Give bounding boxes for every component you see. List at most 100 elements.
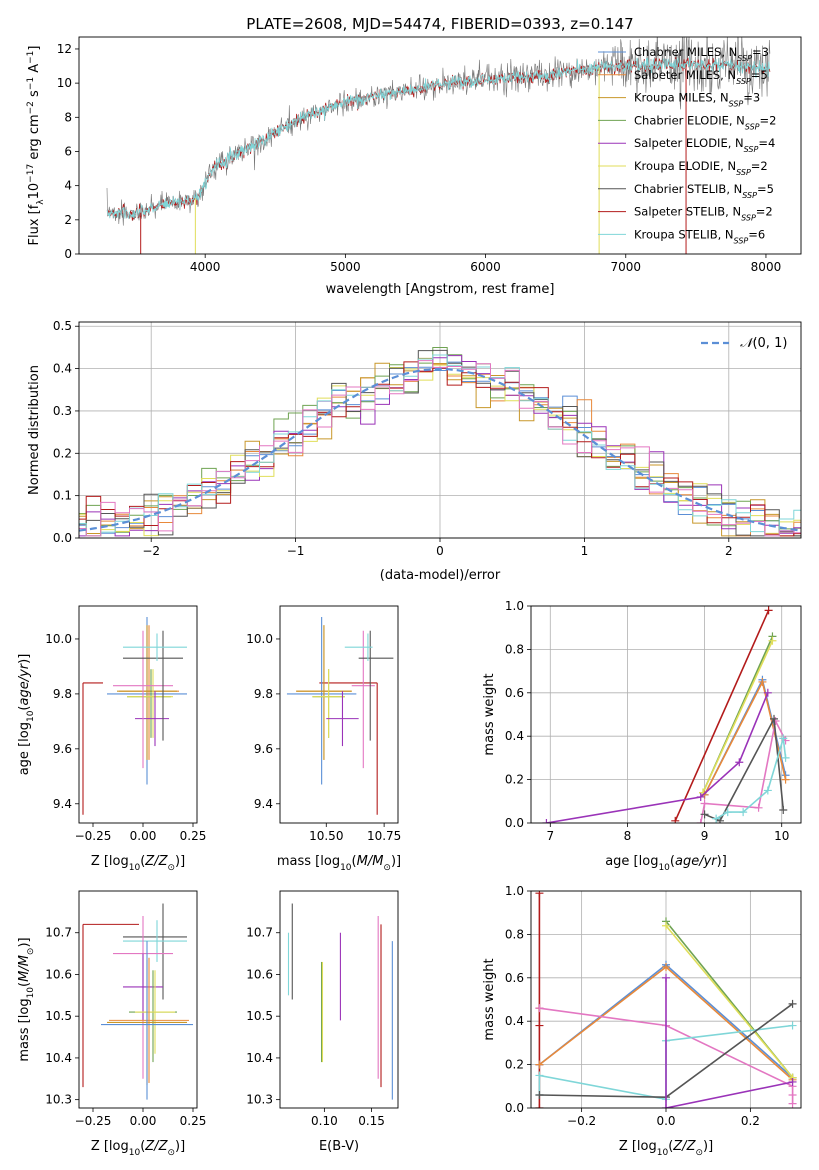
- spectrum-plot-area: [106, 37, 771, 254]
- legend-entry-salpeter_elodie: Salpeter ELODIE, NSSP=4: [634, 136, 775, 154]
- weight-line: [674, 609, 770, 822]
- errorbar-kroupa_miles: [296, 625, 352, 760]
- x-tick-label: 8000: [751, 260, 782, 274]
- weight-marker: [535, 1060, 544, 1069]
- errorbar-salpeter_miles: [119, 625, 179, 760]
- y-tick-label: 9.4: [53, 797, 72, 811]
- age_vs_Z-frame: [78, 605, 198, 824]
- errorbar-salpeter_stelib: [319, 682, 378, 815]
- x-tick-label: 4000: [190, 260, 221, 274]
- errorbar-kroupa_elodie: [135, 970, 175, 1054]
- y-tick-label: 0.4: [505, 1014, 524, 1028]
- weight-marker: [763, 688, 772, 697]
- mass_vs_Z-plot-area: [82, 903, 193, 1100]
- mass_vs_Z-axes: −0.25 0.00 0.25 10.3 10.4 10.5 10.6 10.7: [45, 890, 207, 1128]
- weight-marker: [535, 1090, 544, 1099]
- residuals-x-label: (data-model)/error: [380, 568, 501, 583]
- x-tick-label: 0.2: [741, 1114, 760, 1128]
- weight-marker: [788, 1090, 797, 1099]
- weight_vs_age-plot-area: [542, 606, 790, 823]
- errorbar-salpeter_elodie: [135, 691, 169, 747]
- x-tick-label: 2: [725, 544, 733, 558]
- residuals-y-label: Normed distribution: [27, 365, 42, 495]
- y-tick-label: 10.0: [45, 632, 72, 646]
- age_vs_mass-axes: 10.50 10.75 9.4 9.6 9.8 10.0: [246, 605, 401, 843]
- residual-histogram-panel: −2 −1 0 1 2 0.0 0.1 0.2 0.3 0.4 0.5 (data-model)/er…: [27, 319, 802, 583]
- weight-marker: [779, 734, 788, 743]
- x-tick-label: 8: [624, 829, 632, 843]
- age_vs_mass-frame: [279, 605, 399, 824]
- y-tick-label: 6: [64, 144, 72, 158]
- y-tick-label: 0: [64, 247, 72, 261]
- weight-series-kroupa_elodie: [662, 921, 797, 1082]
- errorbar-chabrier_stelib: [358, 630, 394, 741]
- y-tick-label: 10.6: [246, 967, 273, 981]
- legend-entry-kroupa_stelib: Kroupa STELIB, NSSP=6: [634, 227, 765, 245]
- x-tick-label: −0.25: [75, 829, 112, 843]
- normal-distribution-curve: [79, 367, 799, 532]
- weight-series-salpeter_stelib: [671, 606, 773, 823]
- x-tick-label: −0.2: [567, 1114, 596, 1128]
- weight-marker: [788, 1077, 797, 1086]
- errorbar-pink: [113, 630, 173, 769]
- weight-marker: [662, 973, 670, 982]
- x-tick-label: 9: [701, 829, 709, 843]
- y-tick-label: 0.4: [53, 362, 72, 376]
- mass_vs_ebv-plot-area: [287, 903, 393, 1100]
- y-tick-label: 0.0: [505, 816, 524, 830]
- spectrum-x-label: wavelength [Angstrom, rest frame]: [326, 282, 555, 297]
- y-tick-label: 0.8: [505, 642, 524, 656]
- y-tick-label: 10.5: [246, 1009, 273, 1023]
- y-tick-label: 9.6: [53, 742, 72, 756]
- x-tick-label: 7000: [610, 260, 641, 274]
- weight-marker: [739, 808, 748, 817]
- x-tick-label: 6000: [470, 260, 501, 274]
- legend-entry-chabrier_miles: Chabrier MILES, NSSP=3: [634, 45, 769, 63]
- x-tick-label: 0.00: [130, 829, 157, 843]
- y-tick-label: 0.3: [53, 404, 72, 418]
- weight_vs_Z-frame: [530, 890, 802, 1109]
- errorbar-chabrier_elodie: [129, 970, 177, 1063]
- residuals-legend: 𝒩(0, 1): [701, 336, 787, 351]
- spectrum-legend: Chabrier MILES, NSSP=3 Salpeter MILES, NS…: [598, 45, 776, 245]
- x-tick-label: 0.25: [180, 1114, 207, 1128]
- weight-line: [546, 692, 769, 823]
- weight-marker: [662, 921, 670, 930]
- mass_vs_Z-frame: [78, 890, 198, 1109]
- figure-title: PLATE=2608, MJD=54474, FIBERID=0393, z=0…: [246, 15, 633, 33]
- weight_vs_age-grid: [531, 605, 801, 824]
- errorbar-chabrier_miles: [101, 941, 193, 1100]
- weight-line: [665, 925, 794, 1079]
- residuals-frame: [78, 321, 802, 539]
- weight-marker: [662, 962, 670, 971]
- legend-entry-chabrier_stelib: Chabrier STELIB, NSSP=5: [634, 182, 774, 200]
- histogram-step-pink: [79, 360, 801, 537]
- spectrum-axes: 4000 5000 6000 7000 8000 0 2 4 6 8 10 12: [57, 36, 802, 274]
- weight-marker: [535, 891, 544, 898]
- errorbar-salpeter_elodie: [326, 691, 359, 747]
- mass-vs-metallicity-panel: −0.25 0.00 0.25 10.3 10.4 10.5 10.6 10.7 Z [log1…: [17, 890, 207, 1158]
- weight-marker: [723, 808, 732, 817]
- weight-series-salpeter_elodie: [662, 973, 797, 1108]
- x-tick-label: 5000: [330, 260, 361, 274]
- model-spectrum-line-kroupa_stelib: [106, 56, 770, 220]
- mass_vs_ebv-x-label: E(B-V): [319, 1139, 359, 1154]
- errorbar-kroupa_stelib: [123, 920, 187, 962]
- weight-series-chabrier_stelib: [700, 714, 788, 823]
- mass_vs_ebv-axes: 0.10 0.15 10.3 10.4 10.5 10.6 10.7: [246, 890, 399, 1128]
- mass_vs_Z-y-label: mass [log10(M/M⊙)]: [17, 937, 36, 1061]
- errorbar-pink: [351, 630, 375, 769]
- y-tick-label: 12: [57, 42, 72, 56]
- weight-marker: [735, 758, 744, 767]
- errorbar-chabrier_stelib: [123, 630, 183, 741]
- age_vs_Z-y-label: age [log10(age/yr)]: [17, 654, 36, 776]
- y-tick-label: 0.0: [53, 531, 72, 545]
- y-tick-label: 9.6: [254, 742, 273, 756]
- errorbar-salpeter_elodie: [123, 953, 163, 1021]
- y-tick-label: 10.6: [45, 967, 72, 981]
- y-tick-label: 9.4: [254, 797, 273, 811]
- y-tick-label: 1.0: [505, 884, 524, 898]
- weight_vs_Z-plot-area: [535, 891, 797, 1108]
- weight-line: [665, 977, 793, 1108]
- y-tick-label: 0.5: [53, 319, 72, 333]
